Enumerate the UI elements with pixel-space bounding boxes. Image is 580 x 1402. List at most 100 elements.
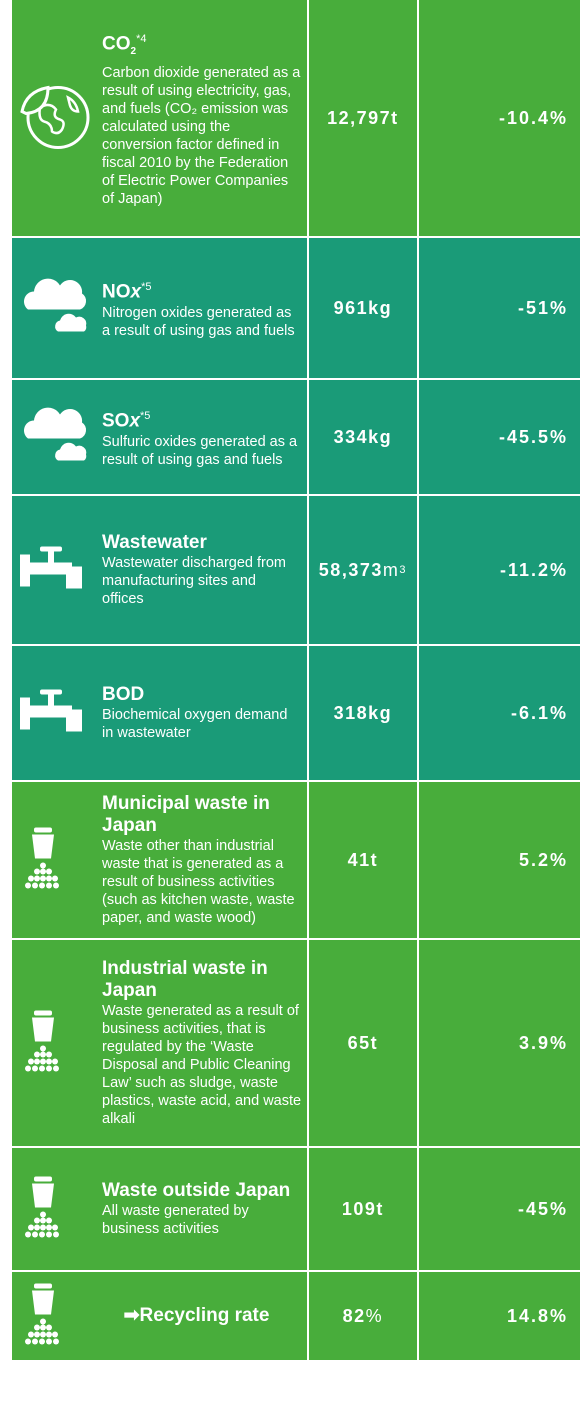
item-title: Wastewater — [102, 532, 301, 554]
item-cell: SOx*5 Sulfuric oxides generated as a resu… — [12, 380, 308, 494]
amount: 65t — [347, 1032, 379, 1053]
change: -51% — [517, 297, 568, 318]
item-text: CO2*4 Carbon dioxide generated as a resul… — [102, 28, 301, 207]
amount-cell: 334kg — [309, 380, 417, 494]
change: 5.2% — [518, 849, 568, 870]
item-text: SOx*5 Sulfuric oxides generated as a resu… — [102, 405, 301, 468]
title-italic: x — [129, 410, 141, 432]
change: -6.1% — [510, 702, 568, 723]
icon — [18, 1009, 74, 1078]
amount: 82 — [342, 1305, 366, 1326]
change-cell: 14.8% — [418, 1272, 580, 1360]
item-description: Nitrogen oxides generated as a result of… — [102, 304, 295, 339]
item-description: Sulfuric oxides generated as a result of… — [102, 433, 298, 468]
amount: 318kg — [333, 702, 393, 723]
amount: 58,373 — [318, 559, 383, 580]
title-text: SO — [102, 410, 130, 432]
amount-superscript: 3 — [399, 564, 407, 576]
item-text: Municipal waste in Japan Waste other than… — [102, 793, 301, 927]
emission-table: CO2*4 Carbon dioxide generated as a resul… — [12, 0, 580, 1362]
item-text: NOx*5 Nitrogen oxides generated as a resu… — [102, 276, 301, 339]
item-text: ➡Recycling rate — [124, 1305, 270, 1327]
change-cell: 3.9% — [418, 940, 580, 1146]
amount-cell: 58,373 m 3 — [309, 496, 417, 644]
title-superscript: *5 — [141, 281, 152, 294]
title-text: NO — [102, 281, 131, 303]
item-text: Industrial waste in Japan Waste generated… — [102, 958, 301, 1128]
item-title: Waste outside Japan — [102, 1180, 301, 1202]
amount-cell: 12,797t — [309, 0, 417, 236]
item-description: Carbon dioxide generated as a result of … — [102, 64, 301, 207]
item-cell: CO2*4 Carbon dioxide generated as a resul… — [12, 0, 308, 236]
title-italic: x — [130, 281, 142, 303]
icon — [18, 1175, 74, 1244]
title-text: Wastewater — [102, 532, 207, 553]
item-cell: Waste outside Japan All waste generated b… — [12, 1148, 308, 1270]
title-text: BOD — [102, 684, 145, 705]
amount-cell: 109t — [309, 1148, 417, 1270]
item-cell: BOD Biochemical oxygen demand in wastewat… — [12, 646, 308, 780]
table-row: SOx*5 Sulfuric oxides generated as a resu… — [12, 380, 580, 494]
item-cell: ➡Recycling rate — [12, 1272, 308, 1360]
item-text: Wastewater Wastewater discharged from man… — [102, 532, 301, 608]
item-title: CO2*4 — [102, 28, 301, 63]
item-description: All waste generated by business activiti… — [102, 1203, 249, 1237]
table-row: NOx*5 Nitrogen oxides generated as a resu… — [12, 238, 580, 378]
icon — [18, 826, 74, 895]
amount-cell: 82% — [309, 1272, 417, 1360]
amount-unit: m — [382, 559, 400, 580]
change: 3.9% — [518, 1032, 568, 1053]
amount: 334kg — [333, 426, 393, 447]
item-text: BOD Biochemical oxygen demand in wastewat… — [102, 684, 301, 742]
change: -45.5% — [498, 426, 568, 447]
table-row: CO2*4 Carbon dioxide generated as a resul… — [12, 0, 580, 236]
title-text: ➡Recycling rate — [123, 1305, 270, 1326]
item-title: BOD — [102, 684, 301, 706]
title-subscript: 2 — [130, 46, 137, 58]
amount: 12,797t — [327, 107, 399, 128]
title-text: CO — [102, 33, 131, 55]
item-description: Biochemical oxygen demand in wastewater — [102, 707, 288, 741]
amount-cell: 318kg — [309, 646, 417, 780]
change: 14.8% — [506, 1305, 568, 1326]
icon — [18, 78, 94, 159]
item-title: SOx*5 — [102, 405, 301, 432]
change-cell: 5.2% — [418, 782, 580, 938]
icon — [18, 686, 90, 741]
change: -11.2% — [499, 559, 568, 580]
amount-cell: 961kg — [309, 238, 417, 378]
amount-cell: 65t — [309, 940, 417, 1146]
change-cell: -45.5% — [418, 380, 580, 494]
table-row: Industrial waste in Japan Waste generated… — [12, 940, 580, 1146]
table-row: Wastewater Wastewater discharged from man… — [12, 496, 580, 644]
title-text: Industrial waste in Japan — [102, 958, 268, 1001]
amount-cell: 41t — [309, 782, 417, 938]
item-title: NOx*5 — [102, 276, 301, 303]
item-title: ➡Recycling rate — [124, 1305, 270, 1327]
title-superscript: *4 — [136, 33, 147, 46]
table-row: Waste outside Japan All waste generated b… — [12, 1148, 580, 1270]
change-cell: -6.1% — [418, 646, 580, 780]
change-cell: -45% — [418, 1148, 580, 1270]
item-cell: Municipal waste in Japan Waste other than… — [12, 782, 308, 938]
item-cell: NOx*5 Nitrogen oxides generated as a resu… — [12, 238, 308, 378]
amount-unit: % — [365, 1305, 384, 1326]
change-cell: -11.2% — [418, 496, 580, 644]
change: -45% — [517, 1198, 568, 1219]
icon — [18, 274, 98, 343]
change-cell: -51% — [418, 238, 580, 378]
table-row: ➡Recycling rate 82% 14.8% — [12, 1272, 580, 1360]
change: -10.4% — [498, 107, 568, 128]
title-superscript: *5 — [140, 410, 151, 423]
item-title: Municipal waste in Japan — [102, 793, 301, 837]
icon — [18, 403, 98, 472]
table-row: Municipal waste in Japan Waste other than… — [12, 782, 580, 938]
item-cell: Industrial waste in Japan Waste generated… — [12, 940, 308, 1146]
title-text: Waste outside Japan — [102, 1180, 291, 1201]
amount: 961kg — [333, 297, 393, 318]
icon — [18, 543, 90, 598]
item-text: Waste outside Japan All waste generated b… — [102, 1180, 301, 1238]
item-title: Industrial waste in Japan — [102, 958, 301, 1002]
item-description: Wastewater discharged from manufacturing… — [102, 555, 287, 607]
